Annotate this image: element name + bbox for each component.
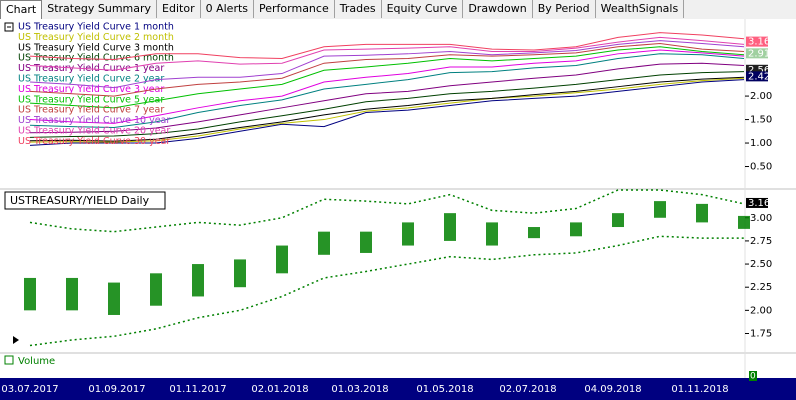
range-bar xyxy=(444,213,456,241)
series-line xyxy=(29,46,745,109)
date-label: 02.07.2018 xyxy=(499,384,556,395)
y-tick-label: 2.00 xyxy=(750,305,772,316)
date-label: 01.03.2018 xyxy=(331,384,388,395)
range-bar xyxy=(654,201,666,218)
last-value-tag xyxy=(746,197,768,208)
range-bar xyxy=(486,222,498,246)
tab[interactable]: Equity Curve xyxy=(382,0,464,18)
volume-collapse-icon[interactable] xyxy=(4,355,14,365)
date-axis xyxy=(0,378,796,400)
range-bar xyxy=(612,213,624,228)
range-bar xyxy=(24,277,36,311)
chart-area: 0.50 1.00 1.50 2.00 US Treasury Yield Curve … xyxy=(0,19,796,400)
range-bar xyxy=(150,273,162,306)
tab[interactable]: WealthSignals xyxy=(596,0,685,18)
range-bar xyxy=(192,264,204,297)
series-line xyxy=(29,32,745,60)
legend-entry: US Treasury Yield Curve 5 year xyxy=(18,94,164,105)
tab[interactable]: Editor xyxy=(157,0,201,18)
series-line xyxy=(29,79,745,146)
range-bar xyxy=(528,227,540,239)
last-value-label: 2.42 xyxy=(748,71,770,82)
collapse-icon[interactable] xyxy=(4,22,14,32)
series-line xyxy=(29,42,745,97)
legend-entry: US Treasury Yield Curve 3 month xyxy=(18,42,174,53)
last-value-tag xyxy=(746,36,768,47)
series-line xyxy=(29,77,745,143)
legend-entry: US Treasury Yield Curve 2 year xyxy=(18,74,164,85)
legend-entry: US Treasury Yield Curve 6 month xyxy=(18,53,174,64)
range-bar xyxy=(402,222,414,246)
y-tick-label: 3.00 xyxy=(750,213,772,224)
y-tick-label: 2.00 xyxy=(750,91,772,102)
legend-entry: US Treasury Yield Curve 30 year xyxy=(18,136,170,147)
last-value-label: 3.16 xyxy=(748,37,770,48)
last-value-tag xyxy=(746,64,768,75)
range-bar xyxy=(276,245,288,274)
legend-entry: US Treasury Yield Curve 3 year xyxy=(18,84,164,95)
y-tick-label: 2.75 xyxy=(750,236,772,247)
range-bar xyxy=(234,259,246,288)
last-value-tag xyxy=(746,48,768,59)
tab[interactable]: Strategy Summary xyxy=(42,0,158,18)
panel-title-box xyxy=(4,191,166,210)
tab[interactable]: By Period xyxy=(533,0,596,18)
legend-entry: US Treasury Yield Curve 10 year xyxy=(18,115,170,126)
tab[interactable]: Performance xyxy=(254,0,335,18)
y-tick-label: 0.50 xyxy=(750,162,772,173)
series-line xyxy=(29,53,745,129)
play-icon[interactable] xyxy=(13,336,19,344)
date-label: 02.01.2018 xyxy=(251,384,308,395)
series-line xyxy=(29,71,745,138)
legend-entry: US Treasury Yield Curve 1 month xyxy=(18,22,174,33)
tab[interactable]: Chart xyxy=(0,0,43,19)
band-line xyxy=(29,235,744,347)
date-label: 03.07.2017 xyxy=(1,384,58,395)
range-bar xyxy=(66,277,78,311)
last-value-label: 2.91 xyxy=(748,48,770,59)
y-tick-label: 1.50 xyxy=(750,115,772,126)
date-label: 01.05.2018 xyxy=(416,384,473,395)
last-value-tag xyxy=(746,71,768,82)
series-line xyxy=(29,36,745,71)
tab[interactable]: Drawdown xyxy=(463,0,533,18)
range-bar xyxy=(570,222,582,237)
y-tick-label: 2.50 xyxy=(750,259,772,270)
series-line xyxy=(29,49,745,124)
volume-label: Volume xyxy=(18,356,55,367)
range-bar xyxy=(318,231,330,255)
tab[interactable]: 0 Alerts xyxy=(201,0,255,18)
legend-entry: US Treasury Yield Curve 7 year xyxy=(18,105,164,116)
date-label: 01.09.2017 xyxy=(88,384,145,395)
date-label: 01.11.2017 xyxy=(169,384,226,395)
volume-tag xyxy=(749,371,757,381)
date-label: 01.11.2018 xyxy=(671,384,728,395)
y-tick-label: 1.75 xyxy=(750,328,772,339)
y-tick-label: 1.00 xyxy=(750,138,772,149)
y-tick-label: 2.25 xyxy=(750,282,772,293)
series-line xyxy=(29,40,745,89)
last-value-label: 2.56 xyxy=(748,65,770,76)
range-bar xyxy=(360,231,372,253)
last-value-label: 3.16 xyxy=(748,198,770,209)
range-bar xyxy=(696,203,708,223)
legend-entry: US Treasury Yield Curve 2 month xyxy=(18,32,174,43)
range-bar xyxy=(738,215,750,229)
tab-bar: Chart Strategy Summary Editor 0 Alerts Perfo… xyxy=(0,0,796,20)
date-label: 04.09.2018 xyxy=(584,384,641,395)
series-line xyxy=(29,76,745,142)
tab[interactable]: Trades xyxy=(335,0,382,18)
panel-title: USTREASURY/YIELD Daily xyxy=(10,194,150,207)
volume-value: 0 xyxy=(750,372,756,382)
series-line xyxy=(29,62,745,134)
range-bar xyxy=(108,282,120,315)
legend-entry: US Treasury Yield Curve 20 year xyxy=(18,126,170,137)
